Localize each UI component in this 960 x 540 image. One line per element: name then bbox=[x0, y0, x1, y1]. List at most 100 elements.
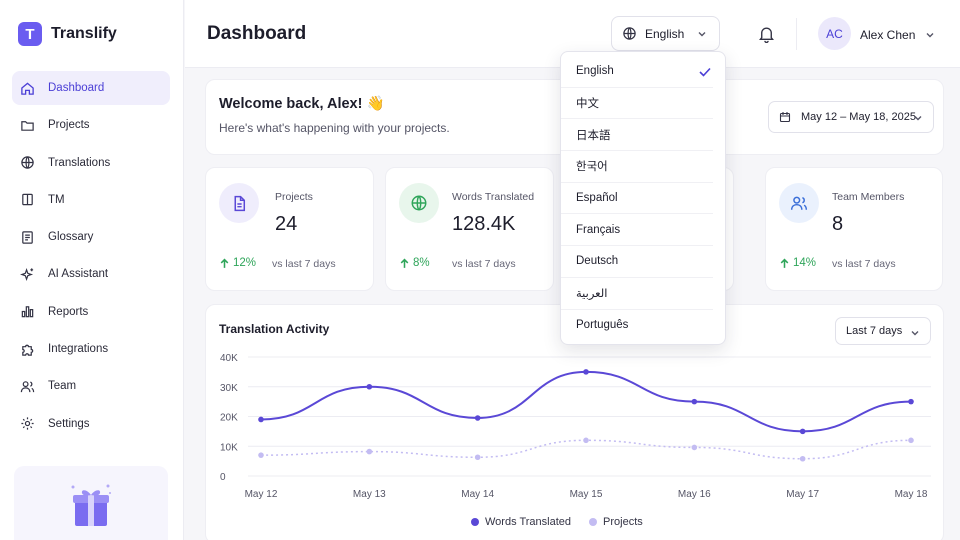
avatar[interactable]: AC bbox=[818, 17, 851, 50]
sparkle-icon bbox=[20, 267, 34, 282]
language-option-label: Español bbox=[576, 192, 618, 205]
stat-period: vs last 7 days bbox=[452, 258, 516, 270]
sidebar-item-label: Dashboard bbox=[48, 82, 105, 94]
sidebar-item-label: Settings bbox=[48, 417, 90, 430]
sidebar-item-team[interactable]: Team bbox=[12, 369, 170, 403]
x-tick-label: May 16 bbox=[678, 489, 711, 500]
stat-card-team-members[interactable]: Team Members 8 14% vs last 7 days bbox=[765, 167, 943, 291]
line-chart: 40K 30K 20K 10K 0 May 12 May 13 May 14 May 15 May… bbox=[220, 353, 931, 500]
gift-icon bbox=[71, 484, 111, 526]
language-option[interactable]: English bbox=[561, 56, 713, 88]
data-point bbox=[366, 383, 373, 390]
data-point bbox=[366, 448, 373, 455]
language-dropdown: English 中文 日本語 한국어 Español Français Deut… bbox=[560, 51, 726, 345]
globe-icon bbox=[623, 27, 636, 40]
sidebar-item-integrations[interactable]: Integrations bbox=[12, 332, 170, 366]
sidebar-item-dashboard[interactable]: Dashboard bbox=[12, 71, 170, 105]
sidebar-item-label: Projects bbox=[48, 119, 90, 132]
data-point bbox=[799, 455, 806, 462]
series-line-words-translated bbox=[260, 370, 912, 433]
sidebar-item-glossary[interactable]: Glossary bbox=[12, 220, 170, 254]
sidebar-item-reports[interactable]: Reports bbox=[12, 295, 170, 329]
stat-value: 8 bbox=[832, 213, 844, 235]
bell-icon[interactable] bbox=[758, 25, 775, 43]
legend-item[interactable]: Projects bbox=[589, 516, 643, 528]
y-tick-label: 0 bbox=[220, 472, 226, 483]
language-option[interactable]: 한국어 bbox=[561, 151, 713, 183]
data-point bbox=[691, 444, 698, 451]
stat-label: Projects bbox=[275, 191, 313, 203]
sidebar-item-label: Glossary bbox=[48, 231, 94, 244]
brand[interactable]: T Translify bbox=[18, 22, 117, 46]
stat-change: 12% bbox=[219, 257, 256, 269]
x-tick-label: May 18 bbox=[895, 489, 928, 500]
users-icon bbox=[20, 381, 35, 393]
chevron-down-icon bbox=[698, 32, 706, 37]
sidebar-item-label: AI Assistant bbox=[48, 268, 109, 281]
puzzle-icon bbox=[22, 344, 34, 356]
language-option[interactable]: Deutsch bbox=[561, 246, 713, 278]
data-point bbox=[799, 428, 806, 435]
language-option[interactable]: 中文 bbox=[561, 88, 713, 120]
sidebar-item-label: Translations bbox=[48, 156, 111, 169]
data-point bbox=[474, 415, 481, 421]
welcome-title: Welcome back, Alex! 👋 bbox=[219, 96, 385, 112]
stat-change: 8% bbox=[399, 257, 430, 269]
language-option[interactable]: 日本語 bbox=[561, 119, 713, 152]
y-tick-label: 30K bbox=[220, 383, 238, 394]
gear-icon bbox=[21, 417, 34, 430]
language-option[interactable]: العربية bbox=[561, 278, 713, 310]
language-option[interactable]: Français bbox=[561, 214, 713, 247]
stat-period: vs last 7 days bbox=[832, 258, 896, 270]
sidebar-item-ai-assistant[interactable]: AI Assistant bbox=[12, 257, 170, 291]
globe-icon bbox=[21, 156, 34, 169]
sidebar-item-tm[interactable]: TM bbox=[12, 183, 170, 217]
stat-card-words-translated[interactable]: Words Translated 128.4K 8% vs last 7 day… bbox=[385, 167, 554, 291]
x-tick-label: May 14 bbox=[461, 489, 494, 500]
stat-period: vs last 7 days bbox=[272, 258, 336, 270]
x-tick-label: May 15 bbox=[570, 489, 603, 500]
x-tick-label: May 17 bbox=[786, 489, 819, 500]
data-point bbox=[583, 369, 589, 375]
sidebar-nav: Dashboard Projects Translations TM Gloss… bbox=[12, 71, 170, 444]
language-option-label: العربية bbox=[576, 288, 608, 301]
legend-swatch bbox=[471, 518, 479, 526]
brand-name: Translify bbox=[51, 25, 117, 42]
data-point bbox=[583, 437, 589, 444]
date-range-picker[interactable]: May 12 – May 18, 2025 bbox=[768, 101, 934, 133]
stat-change-value: 8% bbox=[413, 257, 430, 269]
stat-label: Words Translated bbox=[452, 191, 535, 203]
stat-value: 24 bbox=[275, 213, 298, 235]
chevron-down-icon bbox=[911, 331, 919, 336]
sidebar-item-translations[interactable]: Translations bbox=[12, 146, 170, 180]
legend-label: Projects bbox=[603, 516, 643, 528]
sidebar: T Translify Dashboard Projects Translati… bbox=[0, 0, 184, 540]
home-icon bbox=[21, 81, 34, 95]
period-selector[interactable]: Last 7 days bbox=[835, 317, 931, 345]
language-option-label: Português bbox=[576, 319, 629, 332]
data-point bbox=[258, 416, 264, 423]
book-icon bbox=[22, 194, 33, 206]
stat-value: 128.4K bbox=[452, 213, 516, 235]
sidebar-item-projects[interactable]: Projects bbox=[12, 108, 170, 142]
language-option[interactable]: Español bbox=[561, 183, 713, 215]
welcome-subtitle: Here's what's happening with your projec… bbox=[219, 121, 450, 135]
stat-change-value: 14% bbox=[793, 257, 817, 269]
arrow-up-icon bbox=[220, 258, 229, 268]
legend-item[interactable]: Words Translated bbox=[471, 516, 571, 528]
data-point bbox=[691, 398, 698, 405]
sidebar-item-settings[interactable]: Settings bbox=[12, 407, 170, 441]
language-selector[interactable]: English bbox=[611, 16, 720, 51]
user-name[interactable]: Alex Chen bbox=[860, 28, 916, 42]
data-point bbox=[474, 454, 481, 461]
page-title: Dashboard bbox=[207, 23, 307, 44]
stat-card-projects[interactable]: Projects 24 12% vs last 7 days bbox=[205, 167, 374, 291]
x-tick-label: May 13 bbox=[353, 489, 386, 500]
chart-title: Translation Activity bbox=[219, 322, 330, 336]
sidebar-item-label: Integrations bbox=[48, 343, 109, 356]
sidebar-item-label: Reports bbox=[48, 305, 89, 318]
chevron-down-icon[interactable] bbox=[925, 30, 935, 40]
language-option-label: Français bbox=[576, 223, 621, 236]
users-icon bbox=[779, 183, 819, 223]
language-option[interactable]: Português bbox=[561, 310, 713, 342]
